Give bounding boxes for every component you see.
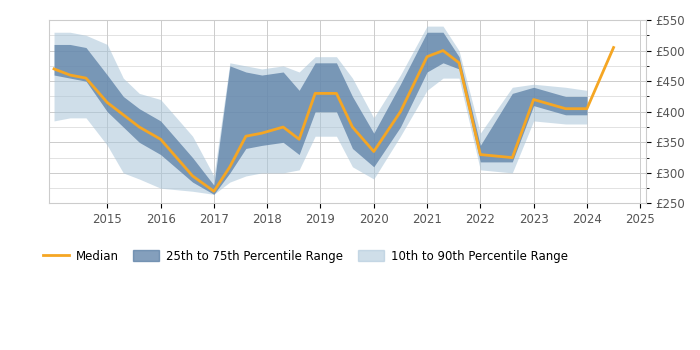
Legend: Median, 25th to 75th Percentile Range, 10th to 90th Percentile Range: Median, 25th to 75th Percentile Range, 1…: [38, 245, 573, 267]
